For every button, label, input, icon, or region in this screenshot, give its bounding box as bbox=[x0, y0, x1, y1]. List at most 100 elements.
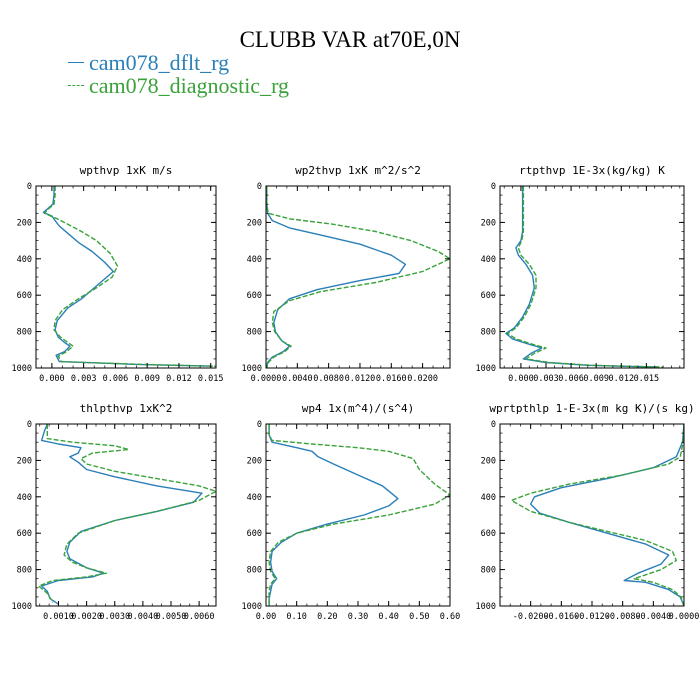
chart-title: thlpthvp 1xK^2 bbox=[80, 402, 173, 415]
y-tick-label: 800 bbox=[247, 328, 262, 338]
series-line-dflt bbox=[42, 186, 213, 367]
chart-panel-1: wpthvp 1xK m/s 0.000 0.003 0.006 0.009 0.012 0… bbox=[12, 164, 224, 384]
chart-panel-4: thlpthvp 1xK^20.00100.00200.00300.00400.… bbox=[12, 402, 217, 622]
y-tick-label: 400 bbox=[481, 255, 496, 265]
legend-line-icon bbox=[68, 85, 84, 87]
series-line-diagnostic bbox=[268, 424, 450, 606]
y-tick-label: 800 bbox=[17, 328, 32, 338]
y-tick-label: 1000 bbox=[476, 364, 496, 374]
x-tick-label: 0.012 bbox=[608, 374, 634, 384]
y-tick-label: 0 bbox=[257, 420, 262, 430]
x-tick-label: 0.0120 bbox=[345, 374, 376, 384]
y-tick-label: 400 bbox=[247, 255, 262, 265]
series-line-dflt bbox=[266, 186, 407, 368]
series-line-dflt bbox=[268, 424, 399, 606]
y-tick-label: 600 bbox=[481, 291, 496, 301]
chart-title: wprtpthlp 1-E-3x(m kg K)/(s kg) bbox=[489, 402, 694, 415]
y-tick-label: 0 bbox=[27, 420, 32, 430]
chart-panel-6: wprtpthlp 1-E-3x(m kg K)/(s kg)-0.0200-0… bbox=[476, 402, 700, 622]
y-tick-label: 200 bbox=[247, 218, 262, 228]
x-tick-label: 0.0020 bbox=[71, 612, 102, 622]
x-tick-label: 0.000 bbox=[39, 374, 65, 384]
chart-title: wpthvp 1xK m/s bbox=[80, 164, 173, 177]
plot-frame bbox=[265, 185, 451, 369]
y-tick-label: 800 bbox=[481, 566, 496, 576]
series-line-dflt bbox=[505, 186, 659, 368]
x-tick-label: 0.0000 bbox=[251, 374, 282, 384]
y-tick-label: 200 bbox=[481, 456, 496, 466]
y-tick-label: 600 bbox=[17, 291, 32, 301]
series-line-diagnostic bbox=[38, 424, 216, 603]
chart-panel-5: wp4 1x(m^4)/(s^4) 0.00 0.10 0.20 0.30 0.40 0.5… bbox=[242, 402, 461, 622]
plot-frame bbox=[265, 423, 451, 607]
series-line-diagnostic bbox=[506, 186, 664, 368]
chart-title: wp2thvp 1xK m^2/s^2 bbox=[295, 164, 421, 177]
y-tick-label: 200 bbox=[481, 218, 496, 228]
y-tick-label: 200 bbox=[247, 456, 262, 466]
y-tick-label: 400 bbox=[481, 493, 496, 503]
x-tick-label: 0.000 bbox=[508, 374, 534, 384]
x-tick-label: 0.003 bbox=[533, 374, 559, 384]
x-tick-label: 0.0050 bbox=[156, 612, 187, 622]
x-tick-label: 0.006 bbox=[103, 374, 129, 384]
x-tick-label: 0.60 bbox=[440, 612, 460, 622]
chart-title: rtpthvp 1E-3x(kg/kg) K bbox=[519, 164, 665, 177]
y-tick-label: 600 bbox=[247, 529, 262, 539]
y-tick-label: 600 bbox=[481, 529, 496, 539]
x-tick-label: 0.009 bbox=[583, 374, 609, 384]
y-tick-label: 0 bbox=[27, 182, 32, 192]
y-tick-label: 400 bbox=[247, 493, 262, 503]
x-tick-label: 0.003 bbox=[71, 374, 97, 384]
chart-panel-3: rtpthvp 1E-3x(kg/kg) K0.000 0.003 0.006 0.0… bbox=[476, 164, 685, 384]
series-line-diagnostic bbox=[43, 186, 216, 367]
x-tick-label: 0.015 bbox=[198, 374, 224, 384]
y-tick-label: 400 bbox=[17, 493, 32, 503]
x-tick-label: -0.0080 bbox=[605, 612, 641, 622]
y-tick-label: 200 bbox=[17, 218, 32, 228]
x-tick-label: 0.006 bbox=[558, 374, 584, 384]
x-tick-label: 0.00 bbox=[256, 612, 276, 622]
y-tick-label: 1000 bbox=[242, 364, 262, 374]
plot-frame bbox=[499, 185, 685, 369]
legend-entry-diagnostic: cam078_diagnostic_rg bbox=[68, 73, 289, 99]
y-tick-label: 1000 bbox=[12, 364, 32, 374]
x-tick-label: 0.009 bbox=[134, 374, 160, 384]
x-tick-label: -0.0040 bbox=[635, 612, 671, 622]
x-tick-label: 0.0160 bbox=[376, 374, 407, 384]
y-tick-label: 800 bbox=[481, 328, 496, 338]
x-tick-label: -0.0120 bbox=[574, 612, 610, 622]
x-tick-label: 0.0060 bbox=[184, 612, 215, 622]
x-tick-label: 0.30 bbox=[348, 612, 368, 622]
chart-title: wp4 1x(m^4)/(s^4) bbox=[302, 402, 415, 415]
x-tick-label: 0.50 bbox=[409, 612, 429, 622]
x-tick-label: 0.0040 bbox=[128, 612, 159, 622]
page-title: CLUBB VAR at70E,0N bbox=[239, 27, 461, 52]
x-tick-label: 0.012 bbox=[166, 374, 192, 384]
series-line-dflt bbox=[40, 424, 203, 605]
x-tick-label: 0.0080 bbox=[313, 374, 344, 384]
legend-entry-dflt: cam078_dflt_rg bbox=[68, 50, 229, 76]
y-tick-label: 800 bbox=[247, 566, 262, 576]
x-tick-label: 0.40 bbox=[378, 612, 398, 622]
y-tick-label: 200 bbox=[17, 456, 32, 466]
series-line-diagnostic bbox=[266, 186, 450, 368]
plot-frame bbox=[35, 423, 217, 607]
legend-line-icon bbox=[68, 62, 84, 64]
x-tick-label: 0.0010 bbox=[43, 612, 74, 622]
x-tick-label: 0.0040 bbox=[282, 374, 313, 384]
y-tick-label: 0 bbox=[491, 420, 496, 430]
plot-frame bbox=[499, 423, 685, 607]
series-line-dflt bbox=[530, 424, 684, 606]
y-tick-label: 1000 bbox=[242, 602, 262, 612]
y-tick-label: 600 bbox=[247, 291, 262, 301]
y-tick-label: 0 bbox=[491, 182, 496, 192]
x-tick-label: 0.0030 bbox=[99, 612, 130, 622]
x-tick-label: 0.20 bbox=[317, 612, 337, 622]
x-tick-label: 0.015 bbox=[634, 374, 660, 384]
y-tick-label: 800 bbox=[17, 566, 32, 576]
legend-label: cam078_dflt_rg bbox=[89, 50, 230, 75]
series-line-diagnostic bbox=[510, 424, 684, 606]
y-tick-label: 1000 bbox=[476, 602, 496, 612]
chart-panel-2: wp2thvp 1xK m^2/s^20.0000 0.0040 0.0080 0.0… bbox=[242, 164, 451, 384]
